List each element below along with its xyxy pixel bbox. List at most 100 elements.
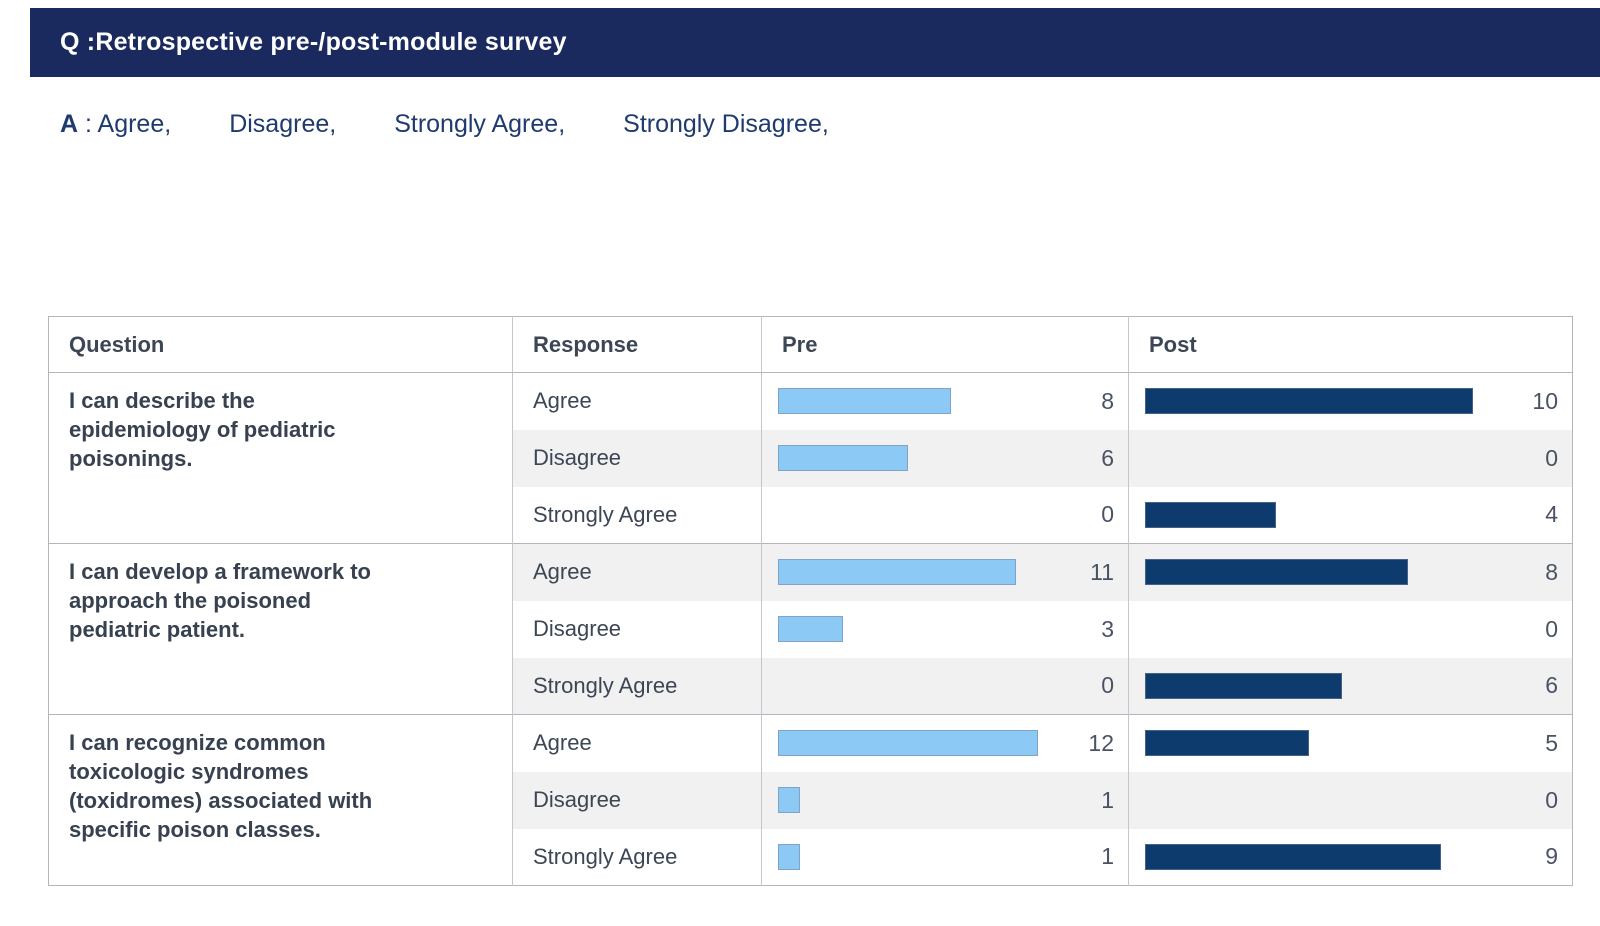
answer-option: Strongly Agree, (394, 110, 566, 138)
results-table: Question Response Pre Post I can describ… (48, 316, 1573, 886)
pre-bar-cell: 6 (761, 429, 1129, 487)
pre-value: 1 (1101, 786, 1114, 813)
pre-bar-area (778, 787, 1070, 813)
pre-value: 0 (1101, 501, 1114, 528)
post-value: 8 (1545, 558, 1558, 585)
post-value: 4 (1545, 501, 1558, 528)
answer-option: Strongly Disagree, (623, 110, 829, 138)
pre-bar-cell: 12 (761, 714, 1129, 772)
column-header-question: Question (48, 316, 513, 373)
post-bar (1145, 672, 1343, 699)
pre-bar-wrap: 3 (778, 616, 1114, 643)
pre-bar (778, 843, 800, 870)
question-banner: Q :Retrospective pre-/post-module survey (30, 8, 1600, 77)
table-header: Question Response Pre Post (48, 316, 1573, 373)
question-cell: I can develop a framework to approach th… (48, 543, 513, 715)
pre-value: 8 (1101, 387, 1114, 414)
pre-value: 1 (1101, 843, 1114, 870)
post-bar (1145, 730, 1310, 757)
answer-options: Agree, Disagree, Strongly Agree, Strongly D… (98, 110, 887, 138)
pre-bar (778, 445, 908, 471)
pre-bar-cell: 1 (761, 771, 1129, 829)
table-body: I can describe the epidemiology of pedia… (48, 372, 1573, 886)
post-bar-area (1145, 388, 1514, 415)
pre-bar-wrap: 1 (778, 843, 1114, 870)
post-bar-cell: 8 (1128, 543, 1573, 601)
post-bar-wrap: 10 (1145, 388, 1558, 415)
post-bar-wrap: 9 (1145, 843, 1558, 870)
post-bar-cell: 0 (1128, 771, 1573, 829)
answer-line: A : Agree, Disagree, Strongly Agree, Strong… (60, 110, 887, 139)
column-header-post: Post (1128, 316, 1573, 373)
post-bar (1145, 559, 1408, 586)
pre-value: 12 (1088, 729, 1114, 756)
pre-bar-area (778, 445, 1070, 471)
pre-bar-wrap: 8 (778, 388, 1114, 415)
pre-bar-cell: 11 (761, 543, 1129, 601)
post-bar-wrap: 0 (1145, 787, 1558, 814)
post-bar (1145, 501, 1277, 528)
table-row: Strongly Agree 1 9 (49, 828, 1573, 886)
pre-bar-wrap: 0 (778, 501, 1114, 528)
post-bar-wrap: 0 (1145, 616, 1558, 643)
pre-bar-cell: 0 (761, 657, 1129, 715)
pre-bar-area (778, 388, 1070, 415)
pre-bar (778, 388, 952, 415)
pre-bar-area (778, 730, 1070, 757)
response-cell: Disagree (512, 429, 762, 487)
post-bar-wrap: 0 (1145, 445, 1558, 472)
pre-bar-wrap: 12 (778, 730, 1114, 757)
table-row: I can describe the epidemiology of pedia… (48, 372, 1573, 544)
pre-bar-area (778, 502, 1070, 528)
pre-bar-wrap: 11 (778, 559, 1114, 586)
table-row: I can develop a framework to approach th… (48, 543, 1573, 715)
answer-option: Disagree, (229, 110, 337, 138)
pre-bar-cell: 8 (761, 372, 1129, 430)
response-cell: Agree (512, 543, 762, 601)
post-bar-area (1145, 843, 1514, 870)
column-header-pre: Pre (761, 316, 1129, 373)
table-row: Strongly Agree 0 4 (49, 486, 1573, 544)
response-cell: Strongly Agree (512, 486, 762, 544)
response-cell: Disagree (512, 771, 762, 829)
post-bar-wrap: 5 (1145, 730, 1558, 757)
post-value: 6 (1545, 672, 1558, 699)
post-bar-cell: 6 (1128, 657, 1573, 715)
post-bar-cell: 5 (1128, 714, 1573, 772)
post-bar-wrap: 4 (1145, 501, 1558, 528)
question-cell: I can describe the epidemiology of pedia… (48, 372, 513, 544)
pre-bar (778, 616, 843, 642)
pre-bar-area (778, 616, 1070, 642)
response-cell: Disagree (512, 600, 762, 658)
column-header-response: Response (512, 316, 762, 373)
post-value: 5 (1545, 729, 1558, 756)
table-row: Disagree 3 0 (49, 600, 1573, 658)
pre-value: 3 (1101, 615, 1114, 642)
post-bar-cell: 4 (1128, 486, 1573, 544)
post-bar (1145, 843, 1441, 870)
response-cell: Agree (512, 372, 762, 430)
post-value: 10 (1532, 387, 1558, 414)
pre-value: 6 (1101, 444, 1114, 471)
response-cell: Strongly Agree (512, 828, 762, 886)
post-bar (1145, 388, 1474, 415)
answer-option: Agree, (97, 110, 172, 138)
answer-separator: : (78, 110, 98, 138)
post-bar-cell: 0 (1128, 429, 1573, 487)
post-bar-cell: 10 (1128, 372, 1573, 430)
question-cell: I can recognize common toxicologic syndr… (48, 714, 513, 886)
response-cell: Strongly Agree (512, 657, 762, 715)
table-row: I can recognize common toxicologic syndr… (48, 714, 1573, 886)
table-header-row: Question Response Pre Post (48, 316, 1573, 373)
page-title: Q :Retrospective pre-/post-module survey (60, 28, 567, 56)
post-bar-area (1145, 559, 1514, 586)
pre-bar-wrap: 6 (778, 445, 1114, 472)
post-bar-cell: 9 (1128, 828, 1573, 886)
post-bar-wrap: 8 (1145, 559, 1558, 586)
pre-value: 0 (1101, 672, 1114, 699)
pre-bar-cell: 3 (761, 600, 1129, 658)
post-bar-area (1145, 672, 1514, 699)
post-bar-area (1145, 730, 1514, 757)
post-value: 0 (1545, 786, 1558, 813)
